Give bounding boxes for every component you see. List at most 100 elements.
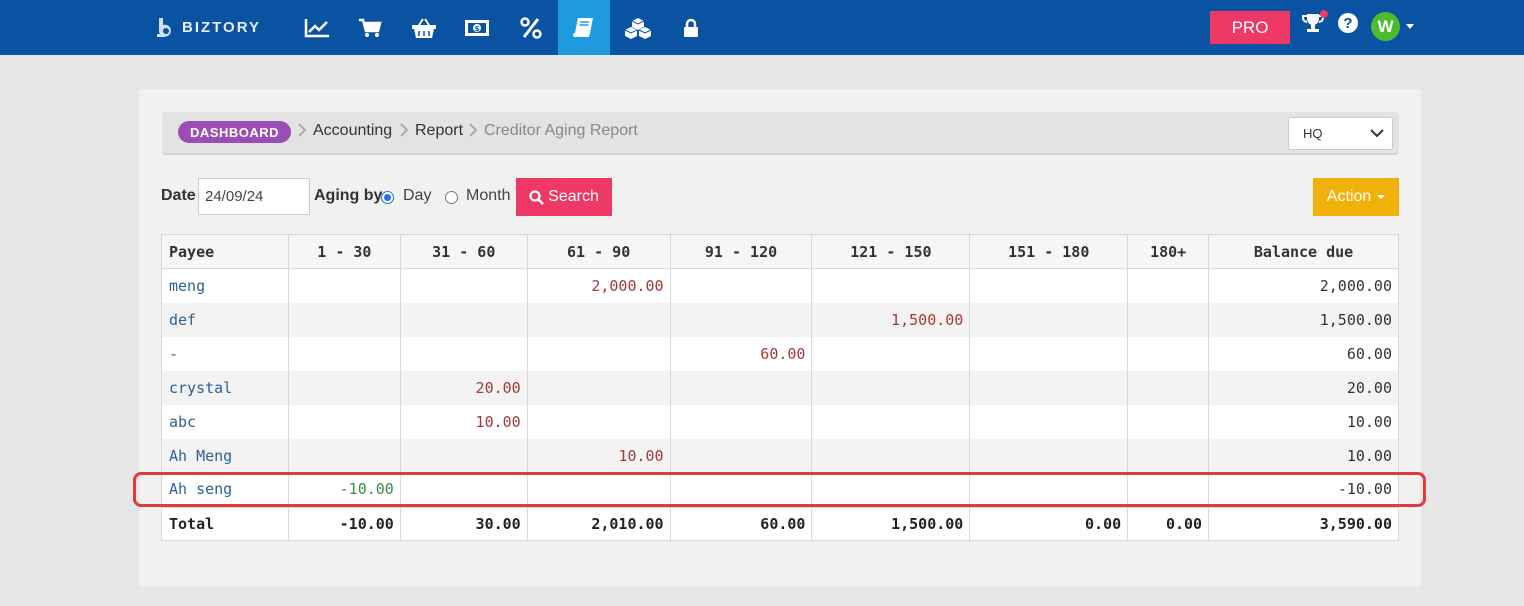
radio-month[interactable] <box>445 191 458 204</box>
table-cell <box>811 404 971 439</box>
payee-link[interactable]: abc <box>161 404 289 439</box>
chart-line-icon[interactable] <box>291 0 343 55</box>
lock-icon[interactable] <box>665 0 717 55</box>
column-header[interactable]: Balance due <box>1208 234 1399 269</box>
table-cell <box>526 302 671 337</box>
date-label: Date <box>161 187 196 204</box>
table-cell <box>526 472 671 507</box>
radio-month-label[interactable]: Month <box>466 187 511 204</box>
column-header[interactable]: 31 - 60 <box>399 234 528 269</box>
payee-link[interactable]: Ah seng <box>161 472 289 507</box>
column-header[interactable]: 151 - 180 <box>969 234 1129 269</box>
radio-day-label[interactable]: Day <box>403 187 432 204</box>
balance-cell: 2,000.00 <box>1208 268 1399 303</box>
total-cell: 1,500.00 <box>811 505 971 541</box>
table-cell <box>399 438 528 473</box>
action-button[interactable]: Action <box>1313 178 1399 216</box>
table-cell <box>399 268 528 303</box>
brand-logo[interactable]: BIZTORY <box>156 14 261 40</box>
table-cell <box>811 472 971 507</box>
table-cell <box>1127 370 1210 405</box>
column-header[interactable]: 121 - 150 <box>811 234 971 269</box>
table-cell <box>1127 336 1210 371</box>
payee-link[interactable]: Ah Meng <box>161 438 289 473</box>
table-cell <box>811 268 971 303</box>
aging-table: Payee 1 - 30 31 - 60 61 - 90 91 - 120 12… <box>161 234 1399 541</box>
total-cell: 0.00 <box>969 505 1129 541</box>
table-row[interactable]: def 1,500.00 1,500.00 <box>161 302 1399 337</box>
money-icon[interactable]: $ <box>451 0 503 55</box>
payee-link[interactable]: crystal <box>161 370 289 405</box>
table-cell <box>1127 472 1210 507</box>
total-cell: 2,010.00 <box>526 505 671 541</box>
avatar[interactable]: W <box>1371 12 1400 41</box>
table-cell: 60.00 <box>669 336 813 371</box>
book-icon[interactable] <box>558 0 610 55</box>
table-cell <box>1127 438 1210 473</box>
payee-link[interactable]: def <box>161 302 289 337</box>
chevron-right-icon <box>469 123 477 137</box>
table-cell <box>287 302 401 337</box>
search-button[interactable]: Search <box>516 178 612 216</box>
column-header[interactable]: Payee <box>161 234 289 269</box>
table-cell <box>287 370 401 405</box>
table-cell <box>1127 268 1210 303</box>
table-cell <box>669 268 813 303</box>
table-row[interactable]: meng 2,000.00 2,000.00 <box>161 268 1399 303</box>
total-cell: 60.00 <box>669 505 813 541</box>
notification-dot <box>1320 10 1328 18</box>
table-cell <box>669 302 813 337</box>
column-header[interactable]: 180+ <box>1127 234 1210 269</box>
balance-cell: 60.00 <box>1208 336 1399 371</box>
table-header-row: Payee 1 - 30 31 - 60 61 - 90 91 - 120 12… <box>161 234 1399 269</box>
table-row-highlighted[interactable]: Ah seng -10.00 -10.00 <box>161 472 1399 507</box>
total-cell: -10.00 <box>287 505 401 541</box>
breadcrumb-report[interactable]: Report <box>415 122 464 139</box>
basket-icon[interactable] <box>398 0 450 55</box>
table-cell <box>287 438 401 473</box>
balance-cell: 1,500.00 <box>1208 302 1399 337</box>
table-row[interactable]: crystal 20.00 20.00 <box>161 370 1399 405</box>
table-cell: -10.00 <box>287 472 401 507</box>
table-cell: 1,500.00 <box>811 302 971 337</box>
table-cell <box>526 370 671 405</box>
table-row[interactable]: - 60.00 60.00 <box>161 336 1399 371</box>
table-cell <box>399 472 528 507</box>
table-row[interactable]: abc 10.00 10.00 <box>161 404 1399 439</box>
table-cell <box>669 404 813 439</box>
column-header[interactable]: 1 - 30 <box>287 234 401 269</box>
balance-cell: 10.00 <box>1208 404 1399 439</box>
column-header[interactable]: 91 - 120 <box>669 234 813 269</box>
table-cell <box>969 268 1129 303</box>
table-cell <box>1127 404 1210 439</box>
table-cell <box>969 472 1129 507</box>
help-icon[interactable]: ? <box>1338 13 1358 33</box>
cubes-icon[interactable] <box>612 0 664 55</box>
table-cell <box>969 404 1129 439</box>
total-cell: 0.00 <box>1127 505 1210 541</box>
top-navbar: BIZTORY $ PRO ? W <box>0 0 1524 55</box>
payee-link[interactable]: - <box>161 336 289 371</box>
column-header[interactable]: 61 - 90 <box>526 234 671 269</box>
balance-cell: 20.00 <box>1208 370 1399 405</box>
table-cell <box>669 472 813 507</box>
svg-text:$: $ <box>475 25 480 33</box>
cart-icon[interactable] <box>344 0 396 55</box>
balance-cell: -10.00 <box>1208 472 1399 507</box>
balance-cell: 10.00 <box>1208 438 1399 473</box>
table-cell <box>969 438 1129 473</box>
table-row[interactable]: Ah Meng 10.00 10.00 <box>161 438 1399 473</box>
table-cell <box>287 268 401 303</box>
table-cell <box>287 336 401 371</box>
radio-day[interactable] <box>381 191 394 204</box>
breadcrumb-current: Creditor Aging Report <box>484 122 638 139</box>
chevron-down-icon[interactable] <box>1406 24 1414 29</box>
table-cell <box>811 336 971 371</box>
breadcrumb-accounting[interactable]: Accounting <box>313 122 393 139</box>
percent-icon[interactable] <box>505 0 557 55</box>
date-input[interactable]: 24/09/24 <box>198 178 310 215</box>
pro-button[interactable]: PRO <box>1210 11 1290 44</box>
payee-link[interactable]: meng <box>161 268 289 303</box>
table-cell <box>399 336 528 371</box>
breadcrumb-dashboard[interactable]: DASHBOARD <box>178 121 291 143</box>
